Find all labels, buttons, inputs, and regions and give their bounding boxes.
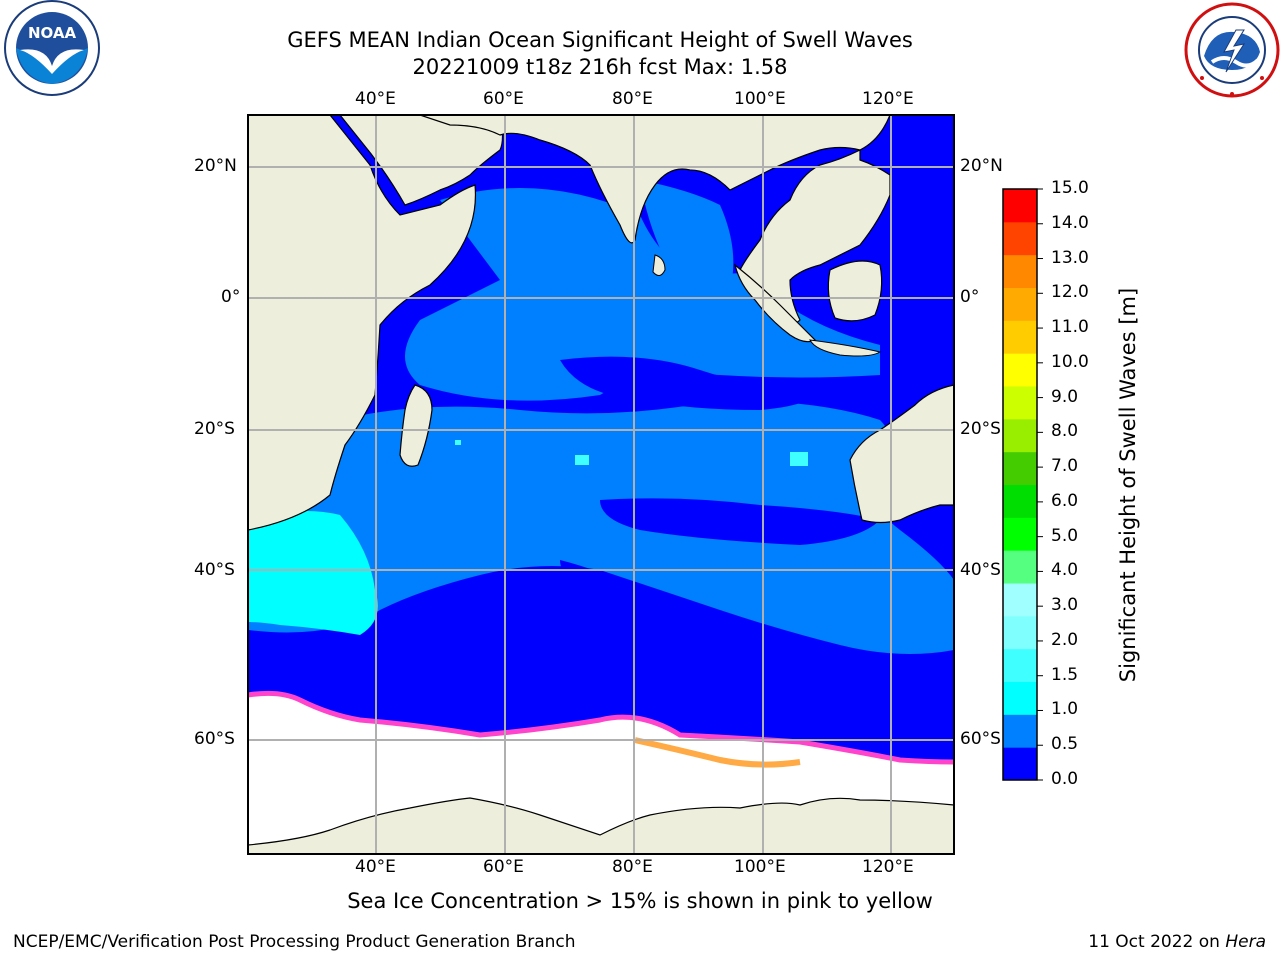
svg-text:NOAA: NOAA — [28, 24, 77, 42]
colorbar-tick-label: 7.0 — [1051, 456, 1079, 477]
lat-label-right-0: 0° — [960, 287, 980, 307]
footer-credit: NCEP/EMC/Verification Post Processing Pr… — [13, 932, 576, 952]
colorbar-tick-label: 13.0 — [1051, 247, 1089, 268]
chart-title: GEFS MEAN Indian Ocean Significant Heigh… — [287, 28, 913, 52]
colorbar-segment — [1003, 615, 1037, 650]
colorbar-segment — [1003, 287, 1037, 321]
lat-label-left-40s: 40°S — [194, 560, 235, 580]
colorbar-tick-label: 0.5 — [1051, 734, 1079, 755]
lon-label-top-60e: 60°E — [483, 89, 524, 109]
lon-label-bottom-120e: 120°E — [862, 857, 914, 877]
lon-label-top-120e: 120°E — [862, 89, 914, 109]
land-australia — [849, 384, 954, 524]
footer-date-text: 11 Oct 2022 on — [1088, 932, 1226, 952]
colorbar-tick-label: 9.0 — [1051, 386, 1079, 407]
footer-machine: Hera — [1225, 932, 1266, 952]
colorbar-segment — [1003, 517, 1037, 551]
footer-date: 11 Oct 2022 on Hera — [1088, 932, 1266, 952]
land-sri-lanka — [652, 254, 666, 276]
map-frame — [247, 114, 955, 855]
colorbar-segment — [1003, 189, 1037, 223]
colorbar-segment — [1003, 418, 1037, 453]
colorbar-segment — [1003, 648, 1037, 682]
sea-ice-note: Sea Ice Concentration > 15% is shown in … — [347, 889, 933, 913]
lon-label-bottom-40e: 40°E — [355, 857, 396, 877]
colorbar-tick-label: 3.0 — [1051, 595, 1079, 616]
lat-label-right-20n: 20°N — [960, 156, 1003, 176]
colorbar-tick-label: 4.0 — [1051, 560, 1079, 581]
land-madagascar — [399, 384, 433, 467]
lon-label-top-80e: 80°E — [612, 89, 653, 109]
colorbar-tick-label: 12.0 — [1051, 282, 1089, 303]
lat-label-right-60s: 60°S — [960, 729, 1001, 749]
colorbar-tick-label: 6.0 — [1051, 490, 1079, 511]
land-java — [809, 339, 882, 357]
colorbar-segment — [1003, 583, 1037, 617]
colorbar-tick-label: 8.0 — [1051, 421, 1079, 442]
lat-label-right-20s: 20°S — [960, 419, 1001, 439]
sea-ice-edge-pink — [248, 690, 954, 765]
chart-subtitle-run-info: 20221009 t18z 216h fcst Max: 1.58 — [412, 55, 788, 79]
colorbar-tick-label: 14.0 — [1051, 212, 1089, 233]
lat-label-right-40s: 40°S — [960, 560, 1001, 580]
land-arabia — [339, 115, 504, 206]
map-area — [248, 115, 954, 854]
lon-label-bottom-80e: 80°E — [612, 857, 653, 877]
colorbar-segment — [1003, 747, 1037, 781]
colorbar-segment — [1003, 714, 1037, 748]
colorbar-segment — [1003, 386, 1037, 420]
lat-label-left-20s: 20°S — [194, 419, 235, 439]
colorbar-segment — [1003, 254, 1037, 288]
lon-label-top-100e: 100°E — [734, 89, 786, 109]
land-borneo — [827, 260, 883, 322]
lon-label-top-40e: 40°E — [355, 89, 396, 109]
colorbar-tick-label: 0.0 — [1051, 769, 1079, 789]
colorbar-tick-label: 2.0 — [1051, 629, 1079, 650]
swell-zone-1.5-2.0-specks — [455, 440, 808, 466]
lat-label-left-20n: 20°N — [194, 156, 237, 176]
noaa-logo: NOAA — [4, 0, 100, 96]
lon-label-bottom-100e: 100°E — [734, 857, 786, 877]
swell-zone-dark-patches — [560, 356, 880, 625]
graticule — [248, 115, 954, 854]
colorbar-segment — [1003, 451, 1037, 485]
colorbar-segment — [1003, 484, 1037, 518]
swell-zone-1.0-1.5 — [248, 511, 378, 635]
colorbar-tick-label: 10.0 — [1051, 351, 1089, 372]
land-africa — [248, 115, 477, 531]
colorbar-label: Significant Height of Swell Waves [m] — [1116, 287, 1140, 683]
lon-label-bottom-60e: 60°E — [483, 857, 524, 877]
colorbar-segment — [1003, 550, 1037, 584]
colorbar-tick-label: 1.5 — [1051, 664, 1079, 685]
sea-ice-edge-orange — [634, 737, 801, 768]
colorbar — [1003, 188, 1043, 781]
lat-label-left-0: 0° — [221, 287, 241, 307]
colorbar-segment — [1003, 681, 1037, 715]
colorbar-segment — [1003, 320, 1037, 354]
lat-label-left-60s: 60°S — [194, 729, 235, 749]
colorbar-tick-label: 15.0 — [1051, 178, 1089, 198]
nws-logo — [1184, 2, 1280, 98]
colorbar-segment — [1003, 221, 1037, 256]
colorbar-tick-label: 1.0 — [1051, 699, 1079, 720]
colorbar-frame — [1002, 188, 1038, 781]
colorbar-segment — [1003, 353, 1037, 387]
colorbar-tick-label: 11.0 — [1051, 317, 1089, 338]
colorbar-tick-label: 5.0 — [1051, 525, 1079, 546]
